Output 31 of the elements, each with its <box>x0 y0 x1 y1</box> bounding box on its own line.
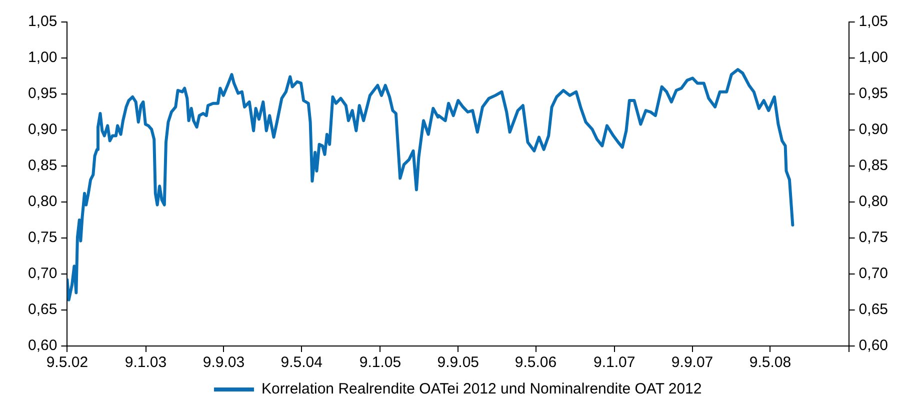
y2-tick-label: 0,65 <box>858 301 888 318</box>
x-tick-label: 9.1.07 <box>593 354 636 372</box>
x-tick-label: 9.5.04 <box>280 354 323 372</box>
x-tick-label: 9.5.06 <box>514 354 557 372</box>
y-tick-label: 0,60 <box>28 337 58 354</box>
y2-tick-label: 0,75 <box>858 229 888 246</box>
y-tick-label: 0,80 <box>28 193 58 210</box>
y-tick-label: 0,85 <box>28 157 58 174</box>
y2-tick-label: 0,70 <box>858 265 888 282</box>
y2-tick-label: 0,90 <box>858 121 888 138</box>
y2-tick-label: 0,60 <box>858 337 888 354</box>
y2-tick-label: 0,85 <box>858 157 888 174</box>
x-tick-label: 9.9.07 <box>671 354 714 372</box>
x-tick-label: 9.1.03 <box>124 354 167 372</box>
y-tick-label: 0,75 <box>28 229 58 246</box>
x-tick-label: 9.5.08 <box>749 354 792 372</box>
y-tick-label: 0,95 <box>28 85 58 102</box>
y-tick-label: 0,65 <box>28 301 58 318</box>
y-tick-label: 0,90 <box>28 121 58 138</box>
y2-tick-label: 0,80 <box>858 193 888 210</box>
y-tick-label: 1,05 <box>28 13 58 30</box>
y2-tick-label: 1,05 <box>858 13 888 30</box>
x-tick-label: 9.9.03 <box>202 354 245 372</box>
y-tick-label: 0,70 <box>28 265 58 282</box>
y2-tick-label: 0,95 <box>858 85 888 102</box>
y-tick-label: 1,00 <box>28 49 58 66</box>
legend-label: Korrelation Realrendite OATei 2012 und Nominalrendite OAT 2012 <box>261 380 702 398</box>
x-tick-label: 9.5.02 <box>46 354 88 372</box>
x-tick-label: 9.9.05 <box>437 354 480 372</box>
x-tick-label: 9.1.05 <box>359 354 402 372</box>
y2-tick-label: 1,00 <box>858 49 888 66</box>
